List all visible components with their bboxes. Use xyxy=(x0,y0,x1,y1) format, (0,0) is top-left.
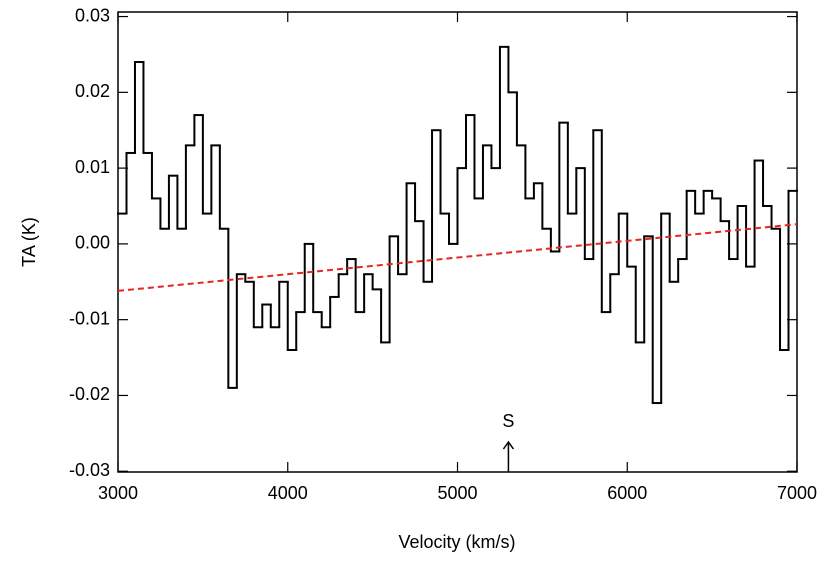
x-tick-label: 6000 xyxy=(607,483,647,503)
y-tick-label: 0.03 xyxy=(75,5,110,25)
x-tick-label: 4000 xyxy=(268,483,308,503)
y-tick-label: 0.00 xyxy=(75,233,110,253)
annotation-arrowhead xyxy=(502,440,515,450)
x-tick-label: 5000 xyxy=(437,483,477,503)
annotation-label: S xyxy=(502,411,514,431)
y-axis-label: TA (K) xyxy=(19,217,39,267)
y-tick-label: 0.01 xyxy=(75,157,110,177)
x-axis-label: Velocity (km/s) xyxy=(398,532,515,552)
x-tick-label: 3000 xyxy=(98,483,138,503)
y-tick-label: -0.03 xyxy=(69,460,110,480)
y-tick-label: -0.01 xyxy=(69,308,110,328)
x-tick-label: 7000 xyxy=(777,483,817,503)
y-tick-label: -0.02 xyxy=(69,384,110,404)
fit-line xyxy=(117,223,798,292)
y-tick-label: 0.02 xyxy=(75,81,110,101)
